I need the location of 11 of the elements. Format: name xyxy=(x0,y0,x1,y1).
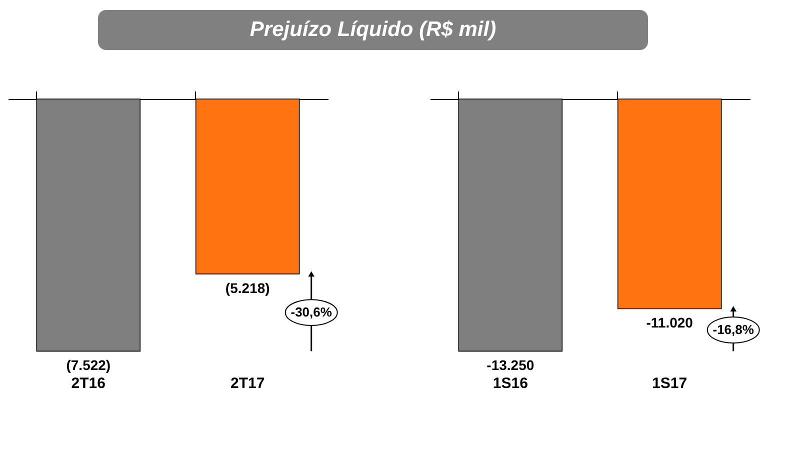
data-label: (5.218) xyxy=(225,280,270,296)
text: Prejuízo Líquido (R$ mil) xyxy=(250,18,496,41)
data-label: -11.020 xyxy=(646,314,694,331)
x-tick-label: 2T17 xyxy=(230,375,265,392)
annotation: -16,8% xyxy=(712,322,754,337)
data-label: -13.250 xyxy=(486,357,534,374)
x-tick-label: 2T16 xyxy=(71,375,106,392)
data-label: (7.522) xyxy=(66,357,111,374)
x-tick-label: 1S16 xyxy=(492,375,528,392)
x-tick-label: 1S17 xyxy=(652,375,688,392)
annotation: -30,6% xyxy=(290,304,332,320)
